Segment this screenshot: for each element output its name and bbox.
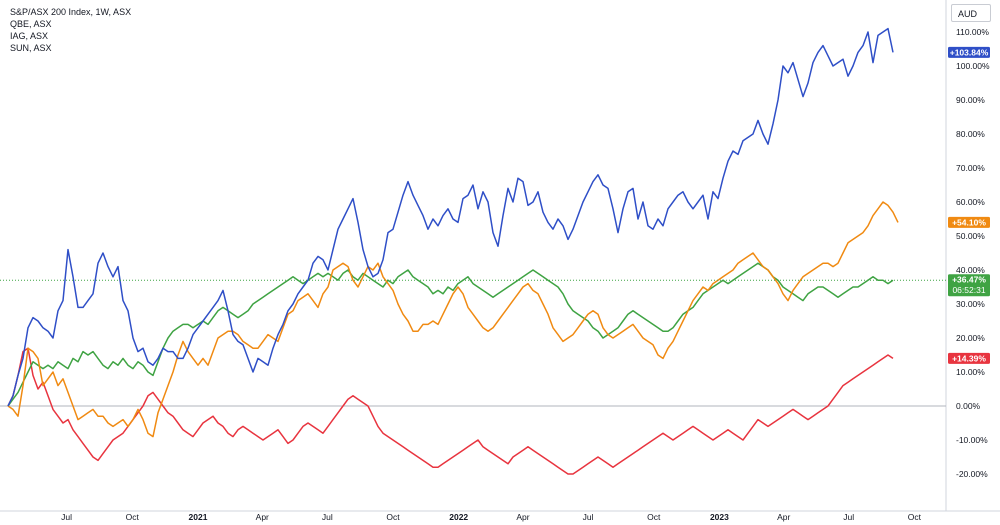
x-tick-label: 2022 [449,512,468,522]
y-tick-label: 0.00% [956,401,981,411]
legend-item-iag: IAG, ASX [10,31,49,41]
y-tick-label: 30.00% [956,299,985,309]
x-tick-label: Oct [647,512,661,522]
currency-selector[interactable]: AUD [951,4,991,22]
y-tick-label: -20.00% [956,469,988,479]
y-tick-label: 110.00% [956,27,989,37]
y-tick-label: 70.00% [956,163,985,173]
x-tick-label: Jul [61,512,72,522]
y-tick-label: 60.00% [956,197,985,207]
last-value-badge: +103.84% [948,46,990,58]
y-tick-label: 50.00% [956,231,985,241]
y-tick-label: 80.00% [956,129,985,139]
x-tick-label: Apr [256,512,269,522]
legend-item-asx200: S&P/ASX 200 Index, 1W, ASX [10,7,132,17]
chart-legend: S&P/ASX 200 Index, 1W, ASX QBE, ASX IAG,… [10,6,131,54]
series-line-s-p-asx-200-index[interactable] [7,27,894,407]
y-tick-label: 100.00% [956,61,990,71]
x-tick-label: Jul [322,512,333,522]
x-tick-label: 2021 [189,512,208,522]
last-value-badge: +14.39% [948,352,990,364]
x-tick-label: 2023 [710,512,729,522]
x-tick-label: Oct [126,512,140,522]
y-tick-label: 90.00% [956,95,985,105]
series-line-qbe[interactable] [7,201,899,438]
last-value-label: +54.10% [952,217,986,227]
y-tick-label: -10.00% [956,435,988,445]
legend-item-qbe: QBE, ASX [10,19,52,29]
series-line-sun[interactable] [7,347,894,475]
x-tick-label: Jul [583,512,594,522]
y-tick-label: 20.00% [956,333,985,343]
bar-countdown-label: 06:52:31 [952,285,985,295]
x-tick-label: Apr [516,512,529,522]
x-tick-label: Oct [386,512,400,522]
x-tick-label: Apr [777,512,790,522]
last-value-label: +14.39% [952,353,986,363]
last-value-badge: +54.10% [948,216,990,228]
legend-item-sun: SUN, ASX [10,43,52,53]
last-value-badge: +36.47%06:52:31 [948,274,990,297]
last-value-label: +103.84% [950,47,989,57]
y-tick-label: 10.00% [956,367,985,377]
y-tick-label: 40.00% [956,265,985,275]
last-value-label: +36.47% [952,275,986,285]
series-line-iag[interactable] [7,262,894,407]
x-tick-label: Jul [843,512,854,522]
x-tick-label: Oct [908,512,922,522]
